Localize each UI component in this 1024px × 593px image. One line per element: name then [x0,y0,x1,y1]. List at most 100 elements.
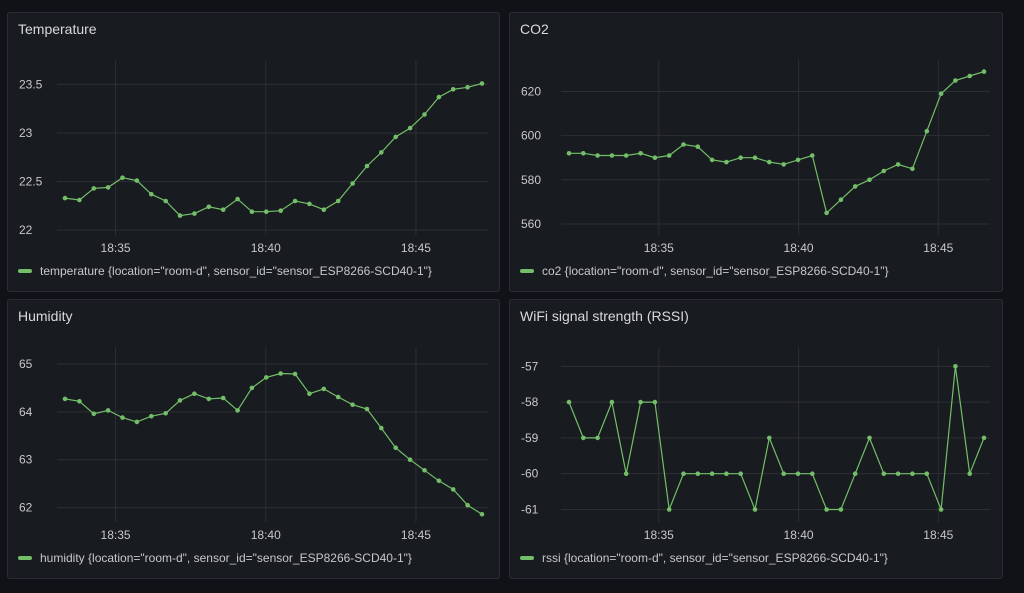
x-tick-label: 18:40 [251,241,281,255]
data-point [924,128,930,134]
y-tick-label: 580 [521,173,541,187]
y-tick-label: 22 [19,223,33,237]
temperature-panel[interactable]: Temperature 22 22.5 23 23.5 18:35 18:40 18:45 … [7,12,500,292]
series-line [569,71,985,215]
data-point [609,153,615,158]
rssi-panel[interactable]: WiFi signal strength (RSSI) -61 -60 -59 -58… [509,299,1003,579]
data-point [105,185,111,190]
data-point [595,435,600,441]
x-tick-label: 18:35 [101,528,131,542]
humidity-panel[interactable]: Humidity 62 63 64 65 18:35 18:40 18:45 humidit… [7,299,500,579]
data-point [695,471,701,476]
data-point [781,162,786,167]
data-point [910,166,915,172]
legend-item[interactable]: temperature {location="room-d", sensor_i… [18,264,432,278]
x-tick-label: 18:40 [251,528,281,542]
data-point [206,204,212,210]
y-tick-label: -59 [521,431,539,445]
y-tick-label: 23 [19,126,33,140]
data-point [595,153,600,158]
data-point [938,91,944,96]
data-point [824,507,829,512]
data-point [292,371,298,377]
data-point [838,197,844,202]
co2-panel[interactable]: CO2 560 580 600 620 18:35 18:40 18:45 co2 {loc… [509,12,1003,292]
data-point [393,445,399,451]
x-tick-label: 18:40 [784,528,814,542]
y-tick-label: 23.5 [19,77,43,91]
data-point [436,478,442,484]
y-tick-label: 620 [521,84,541,98]
data-point [450,487,456,492]
data-point [163,411,168,416]
data-point [652,155,658,160]
series-line [64,372,483,515]
legend-item[interactable]: humidity {location="room-d", sensor_id="… [18,551,412,565]
data-point [335,394,341,400]
data-point [321,386,327,392]
panel-title[interactable]: Humidity [18,308,73,324]
data-point [953,78,958,83]
legend-item[interactable]: co2 {location="room-d", sensor_id="senso… [520,264,889,278]
x-tick-label: 18:45 [923,528,953,542]
y-tick-label: 65 [19,357,33,371]
data-point [910,471,915,476]
data-point [752,507,758,512]
data-point [767,435,772,441]
data-point [709,157,715,163]
data-point [824,210,829,216]
data-point [566,151,572,156]
rssi-chart: -61 -60 -59 -58 -57 18:35 18:40 18:45 [521,347,990,542]
data-point [249,209,255,214]
legend-label: humidity {location="room-d", sensor_id="… [40,551,412,565]
data-point [62,195,68,201]
x-tick-label: 18:40 [784,241,814,255]
data-point [422,112,427,117]
x-tick-label: 18:35 [644,241,674,255]
data-point [235,196,240,202]
data-point [307,391,312,396]
data-point [77,197,82,203]
legend-swatch [18,556,32,560]
data-point [220,207,226,212]
data-point [767,159,772,165]
legend-label: temperature {location="room-d", sensor_i… [40,264,432,278]
legend-item[interactable]: rssi {location="room-d", sensor_id="sens… [520,551,888,565]
data-point [666,507,672,512]
data-point [307,201,312,207]
data-point [967,73,972,79]
panel-title[interactable]: CO2 [520,21,549,37]
data-point [379,425,384,431]
data-point [105,408,111,413]
data-point [436,94,442,100]
data-point [350,181,355,186]
data-point [795,471,801,476]
x-tick-label: 18:45 [401,241,431,255]
data-point [292,198,298,204]
y-tick-label: 64 [19,405,33,419]
data-point [981,69,987,74]
data-point [852,471,858,476]
data-point [895,471,901,476]
data-point [810,471,815,476]
data-point [479,81,485,86]
panel-title[interactable]: Temperature [18,21,97,37]
y-tick-label: 600 [521,129,541,143]
data-point [953,364,958,369]
data-point [235,408,240,413]
legend-swatch [520,269,534,273]
data-point [867,177,872,183]
humidity-chart: 62 63 64 65 18:35 18:40 18:45 [19,347,488,542]
legend-swatch [18,269,32,273]
data-point [335,198,341,204]
x-tick-label: 18:35 [101,241,131,255]
data-point [91,411,97,417]
data-point [192,391,197,396]
data-point [724,159,729,165]
panel-title[interactable]: WiFi signal strength (RSSI) [520,308,689,324]
data-point [681,142,686,147]
data-point [938,507,944,512]
data-point [881,471,887,476]
data-point [795,157,801,163]
data-point [924,471,930,476]
